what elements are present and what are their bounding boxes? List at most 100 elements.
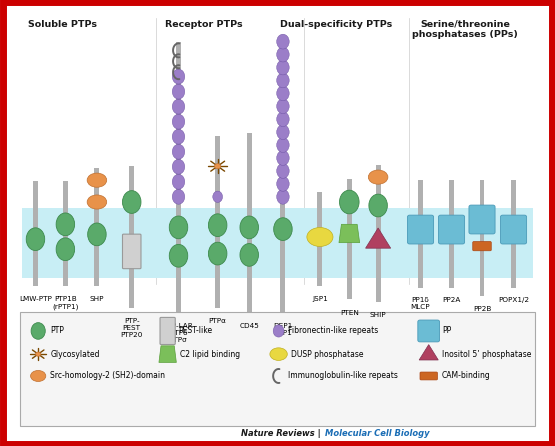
- Ellipse shape: [213, 191, 223, 202]
- Ellipse shape: [31, 371, 46, 381]
- Text: PP1δ
MLCP: PP1δ MLCP: [411, 297, 430, 310]
- Ellipse shape: [214, 164, 221, 169]
- Ellipse shape: [172, 174, 185, 189]
- Text: Fibronectin-like repeats: Fibronectin-like repeats: [289, 326, 379, 335]
- Bar: [22, 208, 533, 277]
- Bar: [247, 133, 251, 313]
- Text: Immunoglobulin-like repeats: Immunoglobulin-like repeats: [289, 372, 398, 380]
- Text: Soluble PTPs: Soluble PTPs: [28, 20, 97, 29]
- FancyBboxPatch shape: [160, 318, 175, 344]
- Bar: [317, 192, 322, 286]
- Text: PTP1B
(rPTP1): PTP1B (rPTP1): [52, 297, 79, 310]
- Ellipse shape: [31, 322, 46, 339]
- Polygon shape: [419, 345, 438, 360]
- Ellipse shape: [340, 190, 359, 214]
- Ellipse shape: [56, 213, 74, 235]
- Text: Molecular Cell Biology: Molecular Cell Biology: [325, 429, 430, 438]
- Text: Receptor PTPs: Receptor PTPs: [165, 20, 243, 29]
- Ellipse shape: [277, 138, 289, 153]
- Text: SHIP: SHIP: [370, 312, 386, 318]
- Text: SHP: SHP: [90, 297, 104, 302]
- Ellipse shape: [277, 47, 289, 62]
- Polygon shape: [366, 228, 391, 248]
- Ellipse shape: [277, 99, 289, 114]
- Ellipse shape: [169, 216, 188, 239]
- Text: Inositol 5’ phosphatase: Inositol 5’ phosphatase: [442, 350, 531, 359]
- Ellipse shape: [277, 73, 289, 88]
- Ellipse shape: [209, 242, 227, 265]
- FancyBboxPatch shape: [501, 215, 527, 244]
- Ellipse shape: [277, 86, 289, 101]
- FancyBboxPatch shape: [407, 215, 433, 244]
- Ellipse shape: [277, 34, 289, 49]
- Ellipse shape: [240, 244, 259, 266]
- Text: DUSP phosphatase: DUSP phosphatase: [291, 350, 363, 359]
- Ellipse shape: [277, 190, 289, 204]
- FancyBboxPatch shape: [19, 312, 536, 426]
- Ellipse shape: [172, 84, 185, 99]
- Ellipse shape: [307, 227, 333, 247]
- Text: Glycosylated: Glycosylated: [50, 350, 100, 359]
- Text: C2 lipid binding: C2 lipid binding: [180, 350, 240, 359]
- Bar: [376, 165, 381, 301]
- Ellipse shape: [277, 177, 289, 191]
- Ellipse shape: [209, 214, 227, 236]
- Bar: [176, 41, 181, 313]
- FancyBboxPatch shape: [438, 215, 465, 244]
- Ellipse shape: [369, 170, 388, 184]
- Ellipse shape: [56, 238, 74, 260]
- Ellipse shape: [273, 325, 284, 337]
- Bar: [215, 136, 220, 308]
- Bar: [449, 180, 454, 288]
- Bar: [511, 180, 516, 288]
- Ellipse shape: [88, 223, 106, 246]
- Text: PP2B: PP2B: [473, 306, 491, 313]
- Ellipse shape: [277, 60, 289, 75]
- Ellipse shape: [172, 144, 185, 159]
- FancyBboxPatch shape: [420, 372, 437, 380]
- Ellipse shape: [240, 216, 259, 239]
- Text: PTPα: PTPα: [209, 318, 226, 324]
- Text: JSP1: JSP1: [312, 297, 328, 302]
- Ellipse shape: [270, 348, 287, 360]
- Ellipse shape: [172, 99, 185, 114]
- Ellipse shape: [26, 228, 45, 251]
- Text: POPX1/2: POPX1/2: [498, 297, 529, 303]
- Text: PP2A: PP2A: [442, 297, 461, 303]
- Bar: [94, 169, 99, 286]
- Ellipse shape: [172, 129, 185, 144]
- Ellipse shape: [87, 173, 107, 187]
- FancyBboxPatch shape: [418, 320, 440, 342]
- Text: LMW-PTP: LMW-PTP: [19, 297, 52, 302]
- Text: Nature Reviews |: Nature Reviews |: [241, 429, 324, 438]
- Bar: [480, 180, 485, 297]
- Text: DEP1
SAP1: DEP1 SAP1: [273, 322, 292, 336]
- Ellipse shape: [277, 151, 289, 165]
- FancyBboxPatch shape: [469, 205, 495, 234]
- FancyBboxPatch shape: [473, 242, 491, 251]
- Polygon shape: [339, 224, 360, 243]
- Ellipse shape: [277, 164, 289, 178]
- Text: CAM-binding: CAM-binding: [442, 372, 491, 380]
- Bar: [418, 180, 423, 288]
- FancyBboxPatch shape: [123, 234, 141, 268]
- Ellipse shape: [172, 69, 185, 84]
- Bar: [63, 182, 68, 286]
- Ellipse shape: [277, 112, 289, 127]
- Text: PTEN: PTEN: [340, 310, 359, 315]
- Ellipse shape: [123, 190, 141, 213]
- Text: PTP: PTP: [50, 326, 64, 335]
- Ellipse shape: [36, 352, 41, 356]
- Ellipse shape: [172, 190, 185, 204]
- Bar: [33, 182, 38, 286]
- Bar: [347, 179, 352, 300]
- Text: PP: PP: [442, 326, 451, 335]
- Ellipse shape: [169, 244, 188, 267]
- Text: Src-homology-2 (SH2)-domain: Src-homology-2 (SH2)-domain: [50, 372, 165, 380]
- Text: PTP-
PEST
PTP20: PTP- PEST PTP20: [120, 318, 143, 338]
- Ellipse shape: [274, 218, 292, 240]
- Polygon shape: [159, 346, 176, 363]
- Bar: [129, 166, 134, 308]
- Ellipse shape: [172, 159, 185, 174]
- Text: CD45: CD45: [239, 322, 259, 329]
